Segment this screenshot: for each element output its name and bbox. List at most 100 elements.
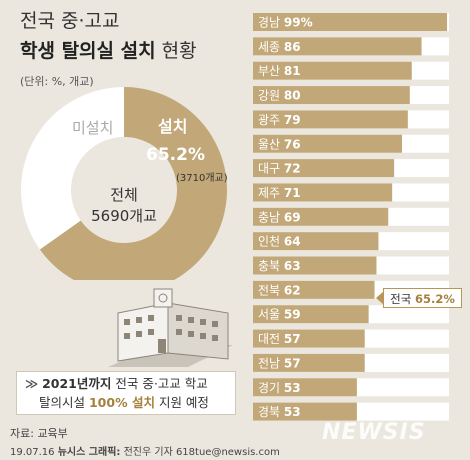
bar-label-4: 강원 80 bbox=[258, 89, 301, 103]
donut-label-not-installed: 미설치 bbox=[72, 119, 113, 137]
bar-category-label: 제주 bbox=[258, 186, 284, 200]
bar-13 bbox=[253, 305, 369, 324]
bar-category-label: 경기 bbox=[258, 381, 284, 395]
bar-17 bbox=[253, 402, 357, 421]
bar-category-label: 서울 bbox=[258, 308, 284, 322]
bar-14 bbox=[253, 329, 365, 348]
note-line1: ≫ 2021년까지 전국 중·고교 학교 bbox=[25, 374, 235, 393]
title-line1: 전국 중·고교 bbox=[20, 10, 120, 32]
school-building-illustration bbox=[108, 288, 233, 367]
donut-chart: 미설치 설치 65.2% (3710개교) 전체 5690개교 bbox=[21, 87, 228, 280]
donut-label-installed: 설치 bbox=[158, 117, 187, 136]
bar-1 bbox=[253, 13, 448, 31]
bar-category-label: 강원 bbox=[258, 89, 284, 103]
note-line2: 탈의시설 100% 설치 지원 예정 bbox=[25, 393, 235, 412]
donut-installed-pct: 65.2% bbox=[146, 145, 205, 165]
bar-value-label: 71 bbox=[284, 186, 301, 200]
bar-category-label: 전남 bbox=[258, 356, 284, 370]
bar-label-8: 제주 71 bbox=[258, 186, 301, 200]
bar-label-9: 충남 69 bbox=[258, 210, 301, 224]
bar-label-7: 대구 72 bbox=[258, 162, 301, 176]
bar-value-label: 57 bbox=[284, 332, 301, 346]
note-text2a: 탈의시설 bbox=[39, 395, 89, 410]
bar-category-label: 부산 bbox=[258, 64, 284, 78]
credit-bold: 뉴시스 그래픽: bbox=[57, 447, 121, 458]
callout-label: 전국 bbox=[390, 292, 415, 306]
note-accent: 100% 설치 bbox=[88, 395, 155, 410]
bar-category-label: 경북 bbox=[258, 405, 284, 419]
bar-value-label: 76 bbox=[284, 137, 301, 151]
bar-category-label: 경남 bbox=[258, 16, 284, 30]
bar-8 bbox=[253, 183, 393, 202]
bar-category-label: 대구 bbox=[258, 162, 284, 176]
credit-rest: 전진우 기자 618tue@newsis.com bbox=[120, 447, 280, 458]
title-line2: 학생 탈의실 설치 현황 bbox=[20, 36, 197, 63]
bar-value-label: 57 bbox=[284, 356, 301, 370]
bar-value-label: 72 bbox=[284, 162, 301, 176]
donut-center-label: 전체 bbox=[110, 186, 138, 204]
bar-15 bbox=[253, 353, 365, 372]
callout-pointer bbox=[376, 291, 384, 305]
bar-value-label: 63 bbox=[284, 259, 301, 273]
bar-value-label: 62 bbox=[284, 283, 301, 297]
bar-category-label: 전북 bbox=[258, 283, 284, 297]
bar-value-label: 80 bbox=[284, 89, 301, 103]
note-text1: 전국 중·고교 학교 bbox=[111, 376, 208, 391]
note-box: ≫ 2021년까지 전국 중·고교 학교 탈의시설 100% 설치 지원 예정 bbox=[16, 371, 236, 415]
title-line2-bold: 학생 탈의실 설치 bbox=[20, 40, 156, 62]
bar-5 bbox=[253, 110, 408, 129]
bar-value-label: 69 bbox=[284, 210, 301, 224]
donut-center-value: 5690개교 bbox=[91, 207, 157, 225]
bar-category-label: 광주 bbox=[258, 113, 284, 127]
bar-label-1: 경남 99% bbox=[258, 16, 313, 30]
bar-4 bbox=[253, 86, 410, 105]
bar-label-11: 충북 63 bbox=[258, 259, 301, 273]
bar-3 bbox=[253, 61, 412, 80]
bar-label-10: 인천 64 bbox=[258, 234, 301, 249]
bar-2 bbox=[253, 37, 422, 56]
bar-category-label: 충북 bbox=[258, 259, 284, 273]
national-average-callout: 전국 65.2% bbox=[383, 288, 462, 308]
bar-value-label: 64 bbox=[284, 235, 301, 249]
note-bold: 2021년까지 bbox=[42, 376, 112, 391]
title-line2-rest: 현황 bbox=[155, 40, 197, 62]
credit-date: 19.07.16 bbox=[10, 447, 58, 458]
bar-category-label: 인천 bbox=[258, 234, 284, 249]
bar-12 bbox=[253, 280, 375, 299]
donut-installed-count: (3710개교) bbox=[176, 172, 228, 184]
unit-label: (단위: %, 개교) bbox=[20, 75, 94, 88]
bar-value-label: 86 bbox=[284, 40, 301, 54]
note-text2b: 지원 예정 bbox=[154, 395, 209, 410]
note-arrow-icon: ≫ bbox=[25, 376, 39, 391]
bar-category-label: 충남 bbox=[258, 210, 284, 224]
bar-label-17: 경북 53 bbox=[258, 405, 301, 419]
bar-value-label: 79 bbox=[284, 113, 301, 127]
bar-value-label: 53 bbox=[284, 405, 301, 419]
bar-value-label: 81 bbox=[284, 64, 301, 78]
callout-value: 65.2% bbox=[414, 292, 455, 306]
bar-label-13: 서울 59 bbox=[258, 308, 301, 322]
donut-slice-not-installed bbox=[21, 87, 124, 250]
bar-category-label: 대전 bbox=[258, 332, 284, 346]
bar-7 bbox=[253, 159, 395, 178]
bar-value-label: 99% bbox=[284, 16, 313, 30]
bar-value-label: 59 bbox=[284, 308, 301, 322]
bar-label-5: 광주 79 bbox=[258, 113, 301, 127]
bar-label-15: 전남 57 bbox=[258, 356, 301, 370]
bar-label-12: 전북 62 bbox=[258, 283, 301, 297]
bar-label-6: 울산 76 bbox=[258, 137, 301, 151]
bar-label-2: 세종 86 bbox=[258, 40, 301, 54]
bar-category-label: 세종 bbox=[258, 40, 284, 54]
bar-11 bbox=[253, 256, 377, 275]
bar-label-16: 경기 53 bbox=[258, 381, 301, 395]
bar-9 bbox=[253, 207, 389, 226]
bar-6 bbox=[253, 134, 402, 153]
bar-category-label: 울산 bbox=[258, 137, 284, 151]
credit-text: 19.07.16 뉴시스 그래픽: 전진우 기자 618tue@newsis.c… bbox=[10, 443, 280, 458]
source-text: 자료: 교육부 bbox=[10, 427, 68, 440]
newsis-logo: NEWSIS bbox=[322, 420, 426, 445]
bar-label-3: 부산 81 bbox=[258, 64, 301, 78]
bar-16 bbox=[253, 378, 357, 397]
donut-slice-installed bbox=[39, 87, 227, 280]
